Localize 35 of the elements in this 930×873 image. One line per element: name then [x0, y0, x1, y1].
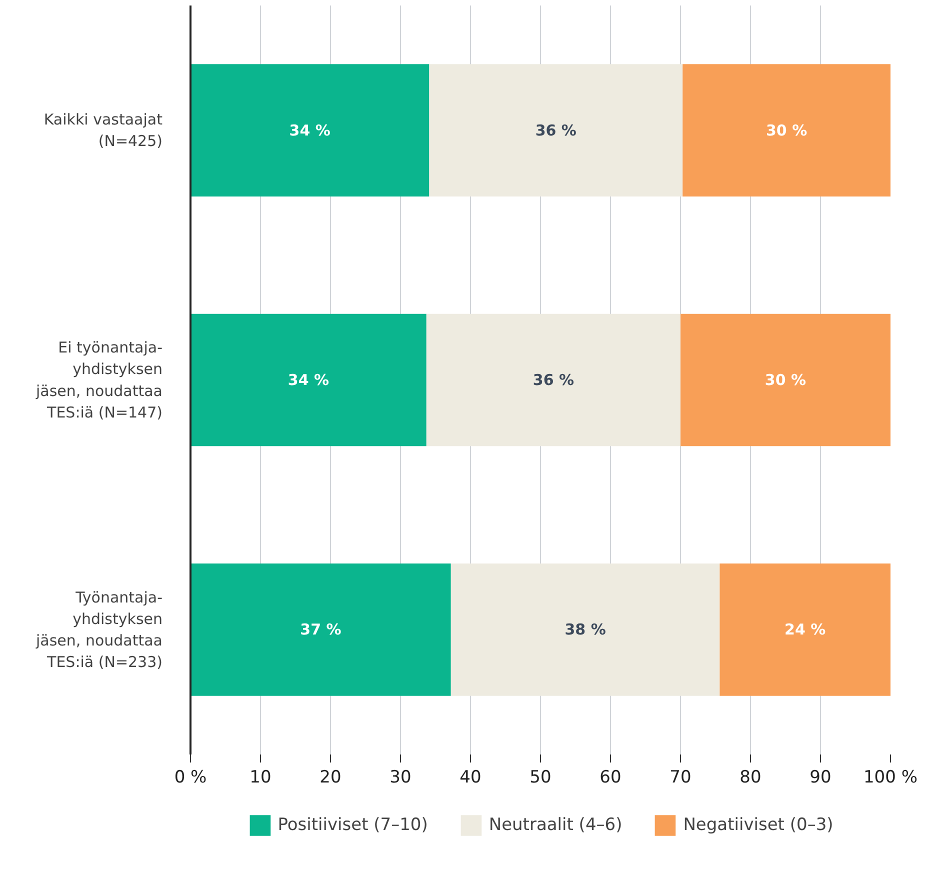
y-tick-label: Kaikki vastaajat (N=425): [44, 110, 163, 150]
x-tick-label: 40: [460, 768, 482, 788]
x-tick-label: 70: [670, 768, 692, 788]
y-tick-label: Ei työnantaja- yhdistyksen jäsen, noudattaa TES:iä (N=147): [35, 338, 163, 422]
bar: [682, 64, 890, 196]
data-label: 34 %: [289, 121, 330, 140]
y-tick-label: Työnantaja- yhdistyksen jäsen, noudattaa TES:iä (N=233): [35, 588, 163, 672]
x-tick-label: 100 %: [864, 768, 918, 788]
bar: [450, 564, 720, 696]
data-label: 24 %: [784, 620, 826, 639]
x-tick-label: 60: [600, 768, 622, 788]
bar: [720, 564, 890, 696]
x-tick-label: 10: [250, 768, 272, 788]
data-label: 30 %: [766, 121, 808, 140]
data-label: 36 %: [532, 371, 574, 389]
bar: [680, 314, 890, 446]
x-tick-label: 30: [390, 768, 412, 788]
bar: [190, 314, 426, 446]
data-label: 38 %: [564, 620, 606, 639]
x-tick-label: 50: [530, 768, 552, 788]
x-tick-label: 20: [320, 768, 342, 788]
legend-label: Negatiiviset (0–3): [683, 815, 834, 835]
data-label: 37 %: [300, 620, 342, 639]
x-tick-label: 0 %: [174, 768, 207, 788]
bar: [190, 564, 451, 696]
legend-label: Neutraalit (4–6): [488, 815, 622, 835]
bar: [190, 64, 430, 196]
x-tick-label: 80: [740, 768, 762, 788]
bar: [429, 64, 683, 196]
legend-label: Positiiviset (7–10): [278, 815, 428, 835]
data-label: 34 %: [288, 371, 330, 389]
bar: [426, 314, 680, 446]
data-label: 36 %: [535, 121, 576, 140]
x-tick-label: 90: [810, 768, 832, 788]
data-label: 30 %: [764, 371, 806, 389]
